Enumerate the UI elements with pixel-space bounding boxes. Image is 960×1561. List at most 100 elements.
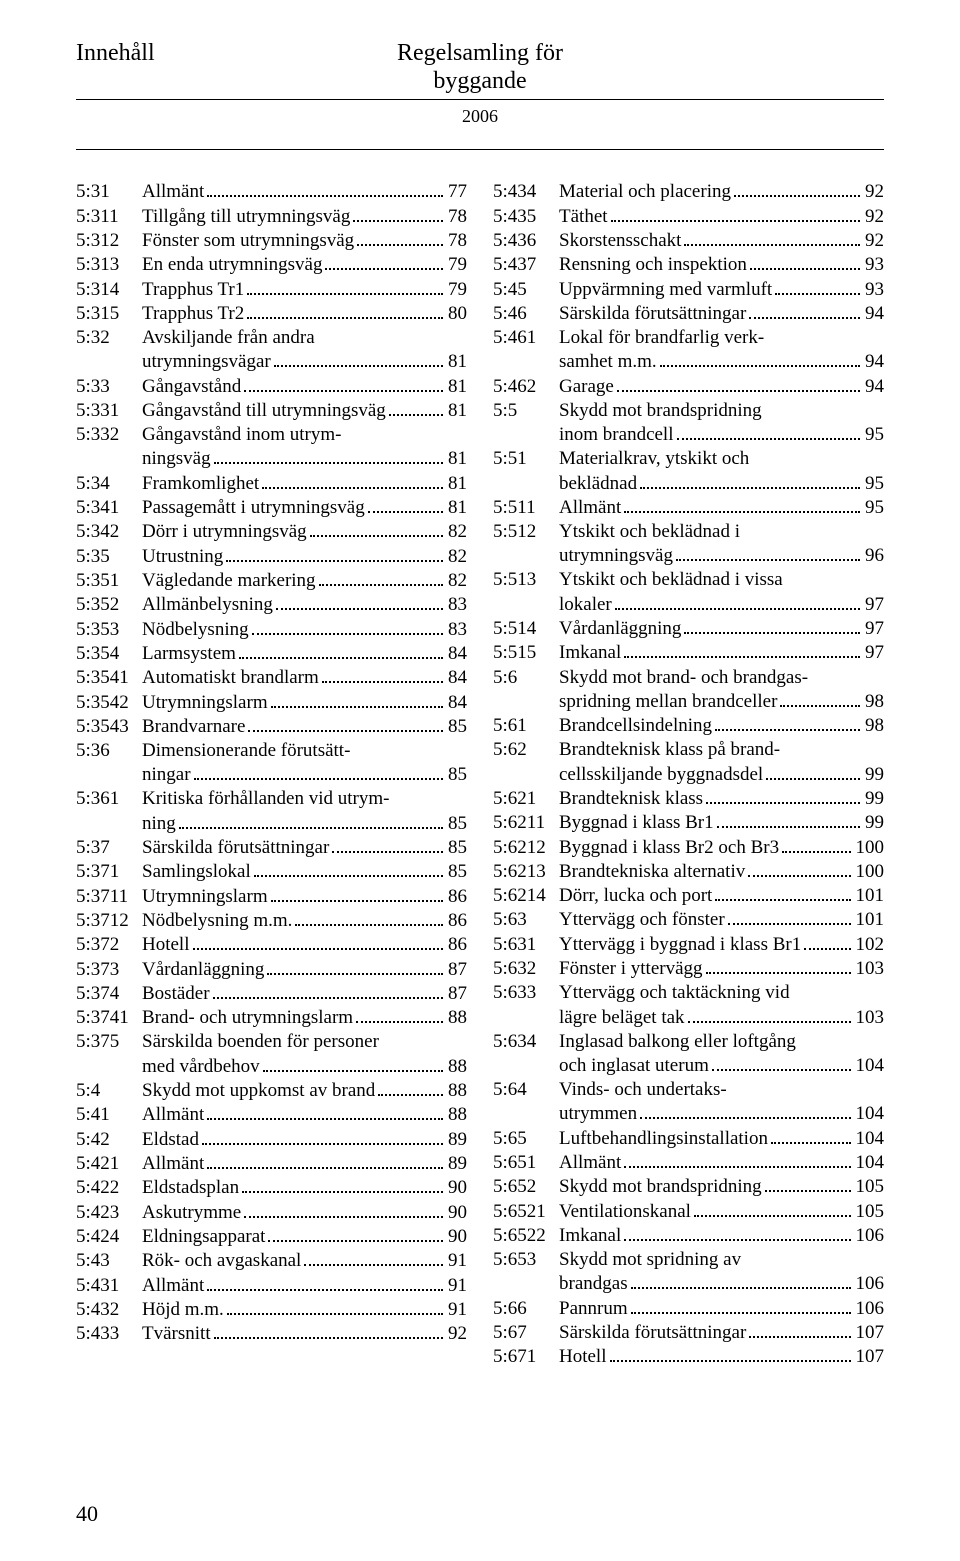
toc-code: 5:421 <box>76 1152 142 1176</box>
toc-page: 83 <box>446 593 467 617</box>
toc-dots <box>193 933 444 950</box>
toc-code: 5:331 <box>76 399 142 423</box>
header-left: Innehåll <box>76 40 276 67</box>
toc-code: 5:6522 <box>493 1224 559 1248</box>
toc-content: 5:31Allmänt775:311Tillgång till utrymnin… <box>76 180 884 1369</box>
toc-code: 5:352 <box>76 593 142 617</box>
toc-code: 5:41 <box>76 1103 142 1127</box>
toc-dots <box>227 1298 443 1315</box>
toc-row-cont: brandgas106 <box>493 1272 884 1296</box>
toc-page: 100 <box>854 836 885 860</box>
toc-dots <box>207 180 443 197</box>
toc-label: Inglasad balkong eller loftgång <box>559 1030 796 1054</box>
toc-page: 94 <box>863 375 884 399</box>
toc-dots <box>748 860 850 877</box>
toc-row: 5:64Vinds- och undertaks- <box>493 1078 884 1102</box>
toc-code: 5:424 <box>76 1225 142 1249</box>
toc-dots <box>749 1321 850 1338</box>
toc-page: 106 <box>854 1224 885 1248</box>
toc-page: 104 <box>854 1054 885 1078</box>
toc-code: 5:6 <box>493 666 559 690</box>
toc-row: 5:631Yttervägg i byggnad i klass Br1102 <box>493 933 884 957</box>
toc-page: 86 <box>446 909 467 933</box>
toc-page: 87 <box>446 958 467 982</box>
toc-page: 96 <box>863 544 884 568</box>
toc-row-cont: utrymningsväg96 <box>493 544 884 568</box>
toc-dots <box>271 885 443 902</box>
toc-row-cont: med vårdbehov88 <box>76 1055 467 1079</box>
page-header: Innehåll Regelsamling för byggande 2006 <box>76 40 884 150</box>
toc-dots <box>684 229 860 246</box>
toc-label: Särskilda förutsättningar <box>142 836 329 860</box>
toc-left-column: 5:31Allmänt775:311Tillgång till utrymnin… <box>76 180 467 1369</box>
toc-code: 5:32 <box>76 326 142 350</box>
toc-page: 101 <box>854 908 885 932</box>
toc-code: 5:64 <box>493 1078 559 1102</box>
toc-dots <box>252 617 443 634</box>
toc-label: Brand- och utrymningslarm <box>142 1006 353 1030</box>
toc-dots <box>254 860 443 877</box>
toc-row: 5:315Trapphus Tr280 <box>76 302 467 326</box>
toc-dots <box>617 375 860 392</box>
toc-row: 5:314Trapphus Tr179 <box>76 277 467 301</box>
toc-page: 91 <box>446 1298 467 1322</box>
toc-page: 90 <box>446 1225 467 1249</box>
toc-label: Tvärsnitt <box>142 1322 211 1346</box>
toc-label: Skydd mot brand- och brandgas- <box>559 666 808 690</box>
toc-code: 5:3741 <box>76 1006 142 1030</box>
toc-label: Brandteknisk klass på brand- <box>559 738 780 762</box>
toc-row: 5:35Utrustning82 <box>76 545 467 569</box>
toc-row: 5:435Täthet92 <box>493 205 884 229</box>
toc-code: 5:512 <box>493 520 559 544</box>
toc-label: Trapphus Tr1 <box>142 278 244 302</box>
toc-page: 81 <box>446 447 467 471</box>
toc-code: 5:3712 <box>76 909 142 933</box>
toc-label: Automatiskt brandlarm <box>142 666 319 690</box>
toc-row: 5:653Skydd mot spridning av <box>493 1248 884 1272</box>
toc-label: Allmänt <box>559 1151 621 1175</box>
toc-code: 5:513 <box>493 568 559 592</box>
toc-row: 5:373Vårdanläggning87 <box>76 957 467 981</box>
toc-label-cont: lokaler <box>559 593 612 617</box>
toc-label: Eldningsapparat <box>142 1225 265 1249</box>
toc-label: Yttervägg och taktäckning vid <box>559 981 790 1005</box>
toc-row: 5:3712Nödbelysning m.m.86 <box>76 909 467 933</box>
toc-dots <box>242 1176 443 1193</box>
page: Innehåll Regelsamling för byggande 2006 … <box>0 0 960 1561</box>
toc-row: 5:62Brandteknisk klass på brand- <box>493 738 884 762</box>
toc-page: 81 <box>446 375 467 399</box>
toc-code: 5:63 <box>493 908 559 932</box>
toc-label: Allmänt <box>142 180 204 204</box>
toc-code: 5:51 <box>493 447 559 471</box>
toc-label: Allmänt <box>142 1103 204 1127</box>
toc-dots <box>694 1199 851 1216</box>
toc-page: 84 <box>446 642 467 666</box>
toc-code: 5:372 <box>76 933 142 957</box>
toc-label: Fönster som utrymningsväg <box>142 229 354 253</box>
toc-label: Utrymningslarm <box>142 691 268 715</box>
toc-dots <box>624 496 860 513</box>
toc-row: 5:651Allmänt104 <box>493 1151 884 1175</box>
toc-dots <box>368 496 443 513</box>
toc-page: 85 <box>446 812 467 836</box>
toc-dots <box>717 811 860 828</box>
toc-row: 5:432Höjd m.m.91 <box>76 1298 467 1322</box>
toc-page: 79 <box>446 253 467 277</box>
toc-dots <box>734 180 860 197</box>
toc-code: 5:353 <box>76 618 142 642</box>
toc-label: Lokal för brandfarlig verk- <box>559 326 764 350</box>
toc-page: 82 <box>446 569 467 593</box>
toc-code: 5:313 <box>76 253 142 277</box>
toc-row: 5:423Askutrymme90 <box>76 1200 467 1224</box>
toc-code: 5:3542 <box>76 691 142 715</box>
toc-dots <box>631 1272 851 1289</box>
toc-page: 95 <box>863 423 884 447</box>
toc-page: 84 <box>446 666 467 690</box>
toc-label: Höjd m.m. <box>142 1298 224 1322</box>
toc-row: 5:6214Dörr, lucka och port101 <box>493 884 884 908</box>
toc-page: 82 <box>446 545 467 569</box>
toc-row: 5:462Garage94 <box>493 375 884 399</box>
toc-dots <box>179 812 443 829</box>
toc-label-cont: ningar <box>142 763 191 787</box>
toc-row: 5:37Särskilda förutsättningar85 <box>76 836 467 860</box>
